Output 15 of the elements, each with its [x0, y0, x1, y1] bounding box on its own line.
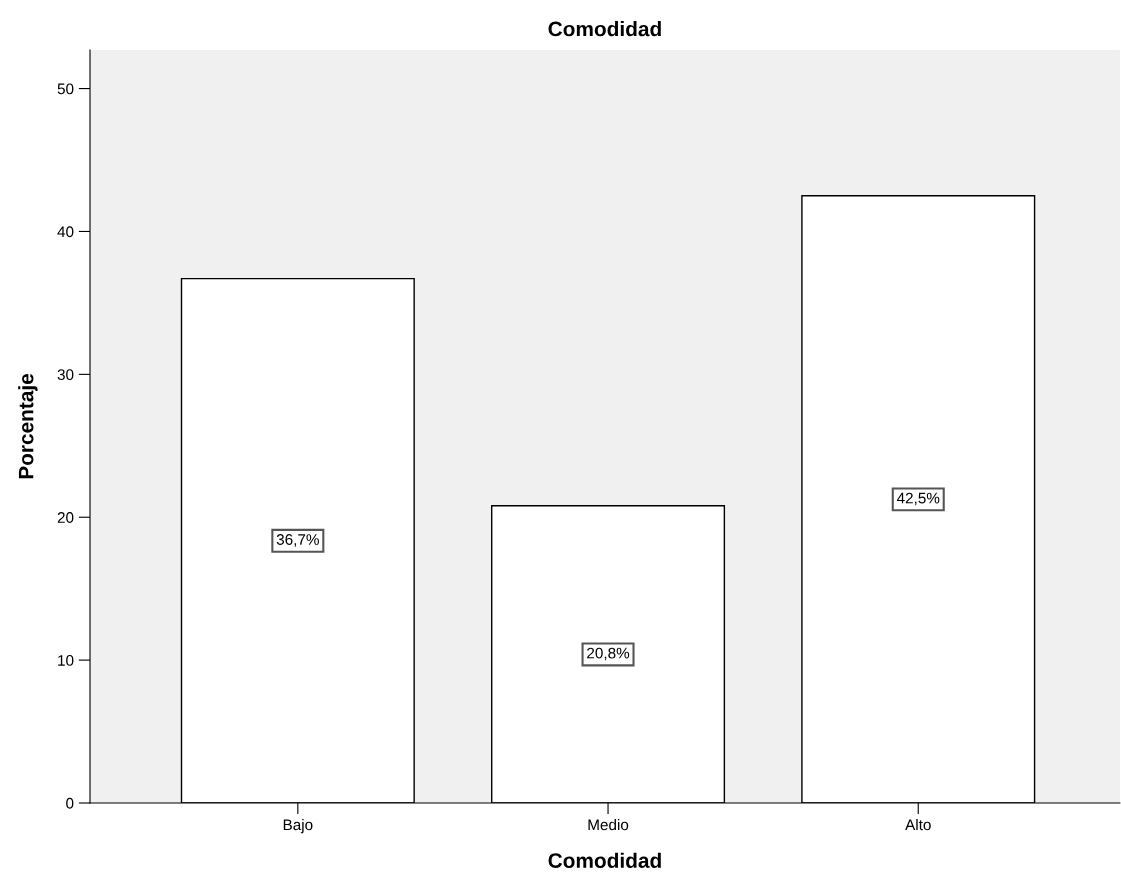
data-label: 20,8%: [587, 647, 630, 661]
data-label: 36,7%: [276, 534, 319, 547]
x-tick-label: Medio: [588, 818, 629, 831]
data-label: 42,5%: [896, 492, 940, 506]
y-axis-title: Porcentaje: [18, 373, 38, 479]
y-tick-label: 30: [57, 369, 74, 381]
x-axis-title: Comodidad: [548, 852, 661, 868]
y-tick-label: 20: [57, 512, 74, 523]
chart-title: Comodidad: [548, 21, 661, 37]
y-tick-label: 40: [57, 226, 74, 238]
x-tick-label: Bajo: [283, 818, 313, 834]
y-tick-label: 50: [57, 83, 74, 95]
x-tick-label: Alto: [905, 818, 931, 831]
y-tick-label: 10: [58, 654, 74, 666]
y-tick-label: 0: [66, 797, 74, 809]
